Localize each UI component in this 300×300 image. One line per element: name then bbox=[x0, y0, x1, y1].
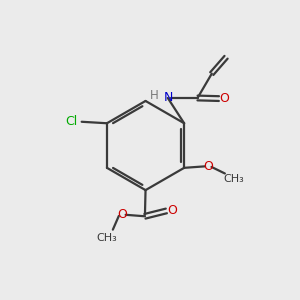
Text: H: H bbox=[149, 89, 158, 102]
Text: O: O bbox=[117, 208, 127, 221]
Text: CH₃: CH₃ bbox=[224, 174, 244, 184]
Text: O: O bbox=[203, 160, 213, 173]
Text: O: O bbox=[167, 204, 177, 218]
Text: Cl: Cl bbox=[65, 115, 77, 128]
Text: N: N bbox=[164, 91, 173, 104]
Text: CH₃: CH₃ bbox=[96, 233, 117, 243]
Text: O: O bbox=[219, 92, 229, 105]
